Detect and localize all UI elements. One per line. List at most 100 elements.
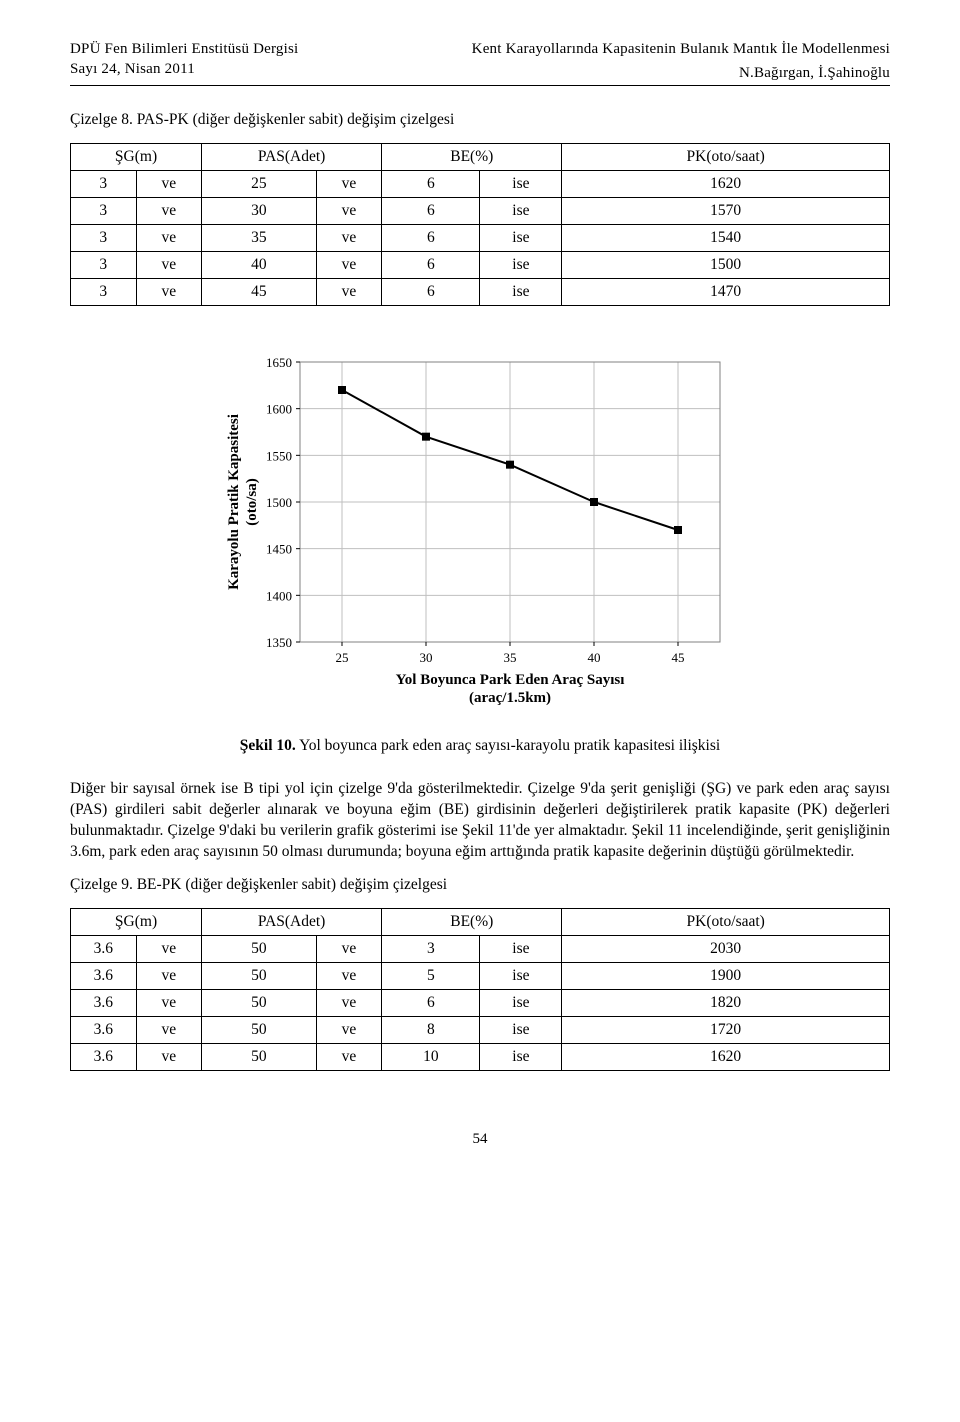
cell-join: ve	[316, 962, 382, 989]
paragraph-1: Diğer bir sayısal örnek ise B tipi yol i…	[70, 779, 890, 863]
cell-pas: 50	[202, 1043, 317, 1070]
table-row: 3ve40ve6ise1500	[71, 251, 890, 278]
cell-pk: 1720	[562, 1016, 890, 1043]
cell-join: ve	[316, 278, 382, 305]
svg-text:40: 40	[588, 650, 601, 665]
table9: ŞG(m) PAS(Adet) BE(%) PK(oto/saat) 3.6ve…	[70, 908, 890, 1071]
svg-text:1600: 1600	[266, 402, 292, 417]
table9-col1: PAS(Adet)	[202, 908, 382, 935]
cell-pk: 1570	[562, 197, 890, 224]
table8-header-row: ŞG(m) PAS(Adet) BE(%) PK(oto/saat)	[71, 143, 890, 170]
cell-pas: 50	[202, 935, 317, 962]
cell-join: ise	[480, 278, 562, 305]
table8-col2: BE(%)	[382, 143, 562, 170]
cell-pk: 1540	[562, 224, 890, 251]
table8: ŞG(m) PAS(Adet) BE(%) PK(oto/saat) 3ve25…	[70, 143, 890, 306]
cell-pas: 50	[202, 962, 317, 989]
cell-pas: 45	[202, 278, 317, 305]
cell-pas: 35	[202, 224, 317, 251]
cell-join: ise	[480, 1016, 562, 1043]
cell-pk: 1620	[562, 170, 890, 197]
cell-pas: 50	[202, 1016, 317, 1043]
table9-col2: BE(%)	[382, 908, 562, 935]
chart-caption-bold: Şekil 10.	[240, 737, 296, 754]
cell-pk: 1470	[562, 278, 890, 305]
table-row: 3ve25ve6ise1620	[71, 170, 890, 197]
cell-join: ise	[480, 962, 562, 989]
cell-be: 6	[382, 170, 480, 197]
cell-join: ve	[316, 197, 382, 224]
svg-text:1400: 1400	[266, 588, 292, 603]
cell-sg: 3.6	[71, 935, 137, 962]
cell-pk: 2030	[562, 935, 890, 962]
table9-col3: PK(oto/saat)	[562, 908, 890, 935]
svg-text:(araç/1.5km): (araç/1.5km)	[469, 690, 551, 706]
cell-be: 10	[382, 1043, 480, 1070]
page: DPÜ Fen Bilimleri Enstitüsü Dergisi Sayı…	[0, 0, 960, 1208]
cell-join: ise	[480, 1043, 562, 1070]
cell-be: 6	[382, 278, 480, 305]
cell-join: ise	[480, 170, 562, 197]
table8-col3: PK(oto/saat)	[562, 143, 890, 170]
cell-pk: 1900	[562, 962, 890, 989]
cell-join: ve	[136, 935, 202, 962]
table-row: 3.6ve50ve10ise1620	[71, 1043, 890, 1070]
cell-join: ve	[136, 1043, 202, 1070]
table-row: 3ve45ve6ise1470	[71, 278, 890, 305]
cell-sg: 3.6	[71, 962, 137, 989]
table9-header-row: ŞG(m) PAS(Adet) BE(%) PK(oto/saat)	[71, 908, 890, 935]
table-row: 3.6ve50ve6ise1820	[71, 989, 890, 1016]
cell-be: 8	[382, 1016, 480, 1043]
cell-join: ve	[136, 1016, 202, 1043]
cell-join: ise	[480, 251, 562, 278]
table8-col0: ŞG(m)	[71, 143, 202, 170]
svg-text:1650: 1650	[266, 355, 292, 370]
table-row: 3.6ve50ve8ise1720	[71, 1016, 890, 1043]
issue-line: Sayı 24, Nisan 2011	[70, 60, 298, 80]
table9-caption-text: Çizelge 9. BE-PK (diğer değişkenler sabi…	[70, 876, 447, 893]
cell-join: ise	[480, 989, 562, 1016]
cell-pas: 30	[202, 197, 317, 224]
pk-vs-pas-chart: 13501400145015001550160016502530354045Ka…	[210, 342, 750, 722]
svg-text:30: 30	[420, 650, 433, 665]
table-row: 3.6ve50ve5ise1900	[71, 962, 890, 989]
svg-text:35: 35	[504, 650, 517, 665]
cell-join: ve	[136, 989, 202, 1016]
cell-sg: 3.6	[71, 1016, 137, 1043]
cell-pk: 1820	[562, 989, 890, 1016]
chart-container: 13501400145015001550160016502530354045Ka…	[210, 342, 750, 755]
cell-join: ve	[136, 278, 202, 305]
cell-join: ve	[316, 1016, 382, 1043]
cell-join: ise	[480, 224, 562, 251]
svg-text:Karayolu Pratik Kapasitesi: Karayolu Pratik Kapasitesi	[226, 414, 242, 590]
header-right: Kent Karayollarında Kapasitenin Bulanık …	[472, 40, 890, 83]
table9-caption: Çizelge 9. BE-PK (diğer değişkenler sabi…	[70, 875, 890, 896]
table9-col0: ŞG(m)	[71, 908, 202, 935]
cell-pk: 1500	[562, 251, 890, 278]
cell-join: ve	[316, 170, 382, 197]
cell-pk: 1620	[562, 1043, 890, 1070]
cell-be: 3	[382, 935, 480, 962]
svg-text:(oto/sa): (oto/sa)	[244, 478, 260, 526]
table8-caption: Çizelge 8. PAS-PK (diğer değişkenler sab…	[70, 110, 890, 131]
table9-body: 3.6ve50ve3ise20303.6ve50ve5ise19003.6ve5…	[71, 935, 890, 1070]
cell-join: ise	[480, 935, 562, 962]
cell-sg: 3	[71, 278, 137, 305]
chart-caption-rest: Yol boyunca park eden araç sayısı-karayo…	[299, 737, 720, 754]
cell-be: 6	[382, 251, 480, 278]
cell-join: ve	[316, 989, 382, 1016]
svg-text:25: 25	[336, 650, 349, 665]
cell-sg: 3.6	[71, 1043, 137, 1070]
cell-join: ve	[136, 197, 202, 224]
table8-col1: PAS(Adet)	[202, 143, 382, 170]
table-row: 3.6ve50ve3ise2030	[71, 935, 890, 962]
svg-text:Yol Boyunca Park Eden Araç Say: Yol Boyunca Park Eden Araç Sayısı	[396, 672, 625, 688]
table8-caption-text: Çizelge 8. PAS-PK (diğer değişkenler sab…	[70, 111, 454, 128]
cell-be: 6	[382, 197, 480, 224]
cell-sg: 3	[71, 224, 137, 251]
svg-text:45: 45	[672, 650, 685, 665]
svg-text:1450: 1450	[266, 542, 292, 557]
cell-pas: 50	[202, 989, 317, 1016]
cell-join: ve	[136, 962, 202, 989]
cell-sg: 3.6	[71, 989, 137, 1016]
